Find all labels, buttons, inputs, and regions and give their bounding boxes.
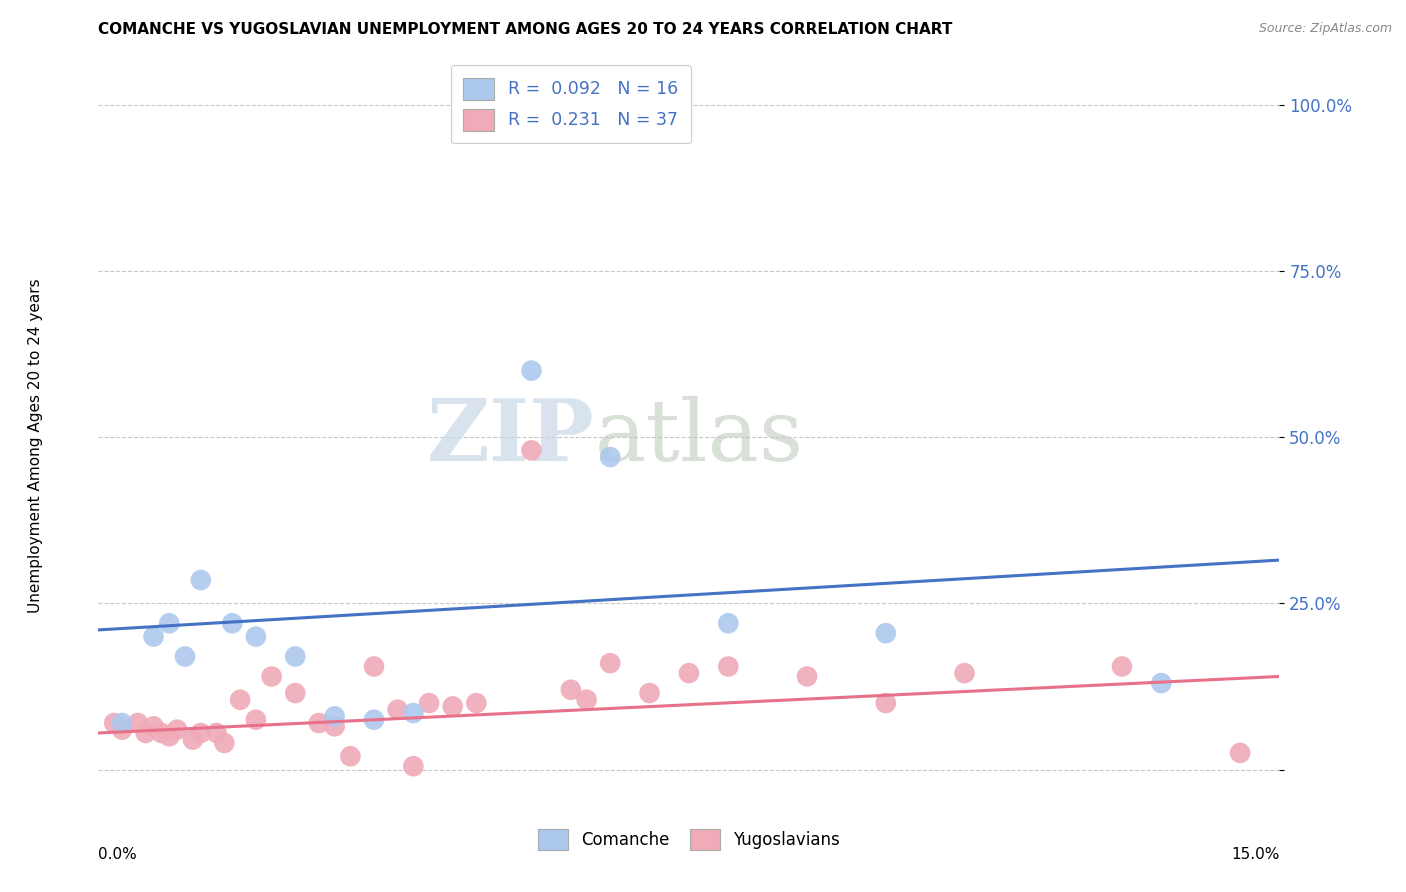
Point (214, 736, 236, 750)
Point (875, 696, 897, 710)
Point (221, 616, 243, 631)
Point (229, 692, 252, 706)
Point (363, 659, 385, 673)
Point (142, 719, 165, 733)
Point (181, 732, 204, 747)
Point (441, 699, 464, 714)
Point (418, 696, 440, 710)
Point (308, 716, 330, 731)
Point (127, 716, 149, 731)
Point (363, 713, 385, 727)
Point (260, 669, 283, 683)
Point (157, 729, 180, 743)
Point (402, 706, 425, 720)
Legend: Comanche, Yugoslavians: Comanche, Yugoslavians (531, 822, 846, 856)
Point (387, 703, 409, 717)
Point (323, 709, 346, 723)
Point (135, 726, 157, 740)
Point (150, 726, 173, 740)
Point (1229, 746, 1251, 760)
Point (465, 696, 488, 710)
Point (1150, 676, 1173, 690)
Point (284, 686, 307, 700)
Point (111, 716, 134, 731)
Point (796, 669, 818, 683)
Point (103, 716, 125, 731)
Point (339, 749, 361, 764)
Point (717, 659, 740, 673)
Point (174, 649, 197, 664)
Text: Unemployment Among Ages 20 to 24 years: Unemployment Among Ages 20 to 24 years (28, 278, 42, 614)
Point (678, 666, 700, 681)
Point (599, 450, 621, 464)
Point (560, 682, 582, 697)
Point (190, 726, 212, 740)
Point (157, 616, 180, 631)
Point (190, 573, 212, 587)
Point (323, 719, 346, 733)
Point (111, 723, 134, 737)
Point (953, 666, 976, 681)
Point (245, 630, 267, 644)
Point (142, 630, 165, 644)
Text: 15.0%: 15.0% (1232, 847, 1279, 862)
Point (599, 656, 621, 670)
Text: 0.0%: 0.0% (98, 847, 138, 862)
Point (717, 616, 740, 631)
Point (402, 759, 425, 773)
Point (245, 713, 267, 727)
Point (638, 686, 661, 700)
Point (284, 649, 307, 664)
Text: Source: ZipAtlas.com: Source: ZipAtlas.com (1258, 22, 1392, 36)
Point (875, 626, 897, 640)
Point (1111, 659, 1133, 673)
Point (520, 363, 543, 377)
Text: COMANCHE VS YUGOSLAVIAN UNEMPLOYMENT AMONG AGES 20 TO 24 YEARS CORRELATION CHART: COMANCHE VS YUGOSLAVIAN UNEMPLOYMENT AMO… (98, 22, 953, 37)
Text: ZIP: ZIP (426, 395, 595, 479)
Point (205, 726, 228, 740)
Point (520, 443, 543, 458)
Point (166, 723, 188, 737)
Point (575, 692, 598, 706)
Text: atlas: atlas (595, 395, 804, 479)
